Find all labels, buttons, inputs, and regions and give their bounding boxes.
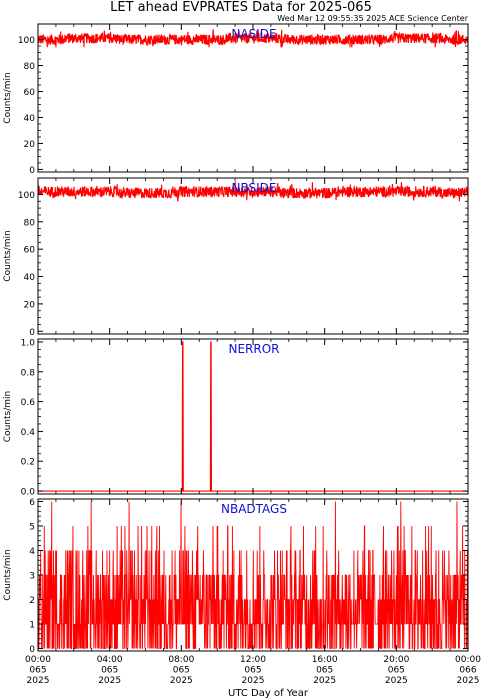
panel-nbside: 0 20 40 60 80 100 Counts/min NBSIDE [3, 177, 469, 338]
panel-title: NASIDE [231, 27, 276, 41]
y-tick-label: 1 [29, 621, 35, 631]
series-line [38, 341, 468, 492]
plot-frame [37, 177, 469, 335]
y-tick-label: 1.0 [21, 338, 36, 348]
panel-title: NBSIDE [232, 181, 277, 195]
x-tick-label: 065 [388, 666, 405, 676]
y-tick-label: 60 [24, 88, 36, 98]
x-tick-label: 04:00 [97, 655, 123, 665]
x-tick-label: 2025 [98, 676, 121, 686]
x-tick-label: 12:00 [240, 655, 266, 665]
panel-title: NERROR [228, 342, 279, 356]
y-tick-label: 20 [24, 300, 36, 310]
plot-frame [37, 338, 469, 495]
x-tick-label: 065 [29, 666, 46, 676]
y-tick-label: 0.4 [21, 428, 36, 438]
x-tick-label: 065 [173, 666, 190, 676]
y-axis-label: Counts/min [3, 391, 13, 442]
x-tick-label: 00:00 [455, 655, 481, 665]
y-axis-label: Counts/min [3, 230, 13, 281]
y-tick-label: 60 [24, 246, 36, 256]
panel-title: NBADTAGS [221, 502, 287, 516]
timestamp: Wed Mar 12 09:55:35 2025 ACE Science Cen… [277, 14, 468, 23]
y-tick-label: 5 [29, 522, 35, 532]
y-tick-label: 0.8 [21, 368, 36, 378]
y-tick-label: 0.6 [21, 398, 36, 408]
x-axis-label: UTC Day of Year [228, 688, 309, 699]
series-line [38, 181, 468, 202]
x-tick-label: 065 [101, 666, 118, 676]
x-tick-label: 065 [244, 666, 261, 676]
x-tick-label: 08:00 [168, 655, 194, 665]
y-tick-label: 40 [24, 273, 36, 283]
y-tick-label: 20 [24, 140, 36, 150]
y-tick-label: 3 [29, 572, 35, 582]
plot-frame [37, 23, 469, 173]
y-tick-label: 0 [29, 645, 35, 655]
panel-nbadtags: 0 1 2 3 4 5 6 Counts/min NBADTAGS [3, 498, 469, 655]
y-axis-label: Counts/min [3, 549, 13, 600]
x-tick-label: 2025 [170, 676, 193, 686]
y-tick-label: 100 [18, 191, 35, 201]
y-tick-label: 80 [24, 218, 36, 228]
y-tick-label: 4 [29, 547, 35, 557]
x-tick-label: 2025 [313, 676, 336, 686]
y-tick-label: 0.0 [21, 488, 36, 498]
y-tick-label: 0.2 [21, 458, 35, 468]
y-tick-label: 100 [18, 36, 35, 46]
x-tick-label: 065 [316, 666, 333, 676]
panel-naside: 0 20 40 60 80 100 Counts/min NASIDE [3, 23, 469, 176]
x-tick-label: 066 [459, 666, 476, 676]
x-tick-label: 00:00 [25, 655, 51, 665]
x-tick-label: 16:00 [312, 655, 338, 665]
x-tick-label: 20:00 [383, 655, 409, 665]
y-tick-label: 0 [29, 328, 35, 338]
panel-nerror: 0.0 0.2 0.4 0.6 0.8 1.0 Counts/min NERROR [3, 338, 469, 498]
y-tick-label: 80 [24, 62, 36, 72]
y-tick-label: 0 [29, 166, 35, 176]
x-tick-label: 2025 [27, 676, 50, 686]
chart-title: LET ahead EVPRATES Data for 2025-065 [110, 0, 372, 15]
x-tick-label: 2025 [457, 676, 480, 686]
y-axis-label: Counts/min [3, 72, 13, 123]
y-tick-label: 40 [24, 114, 36, 124]
y-tick-label: 2 [29, 596, 35, 606]
y-tick-label: 6 [29, 498, 35, 508]
series-line [38, 501, 468, 649]
x-tick-label: 2025 [242, 676, 265, 686]
x-tick-label: 2025 [385, 676, 408, 686]
series-line [38, 29, 468, 48]
